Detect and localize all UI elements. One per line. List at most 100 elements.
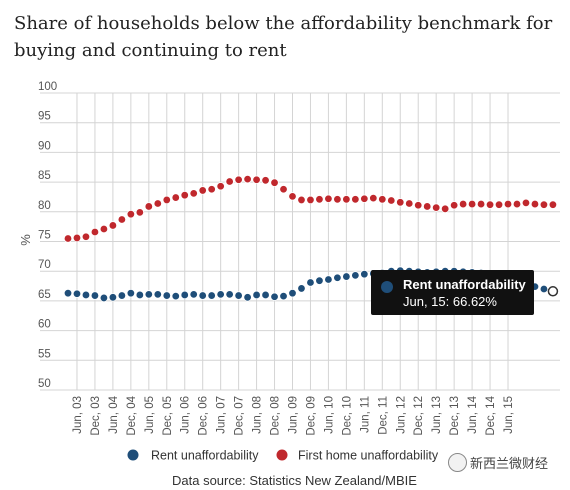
data-point[interactable]: [288, 192, 297, 201]
data-point[interactable]: [207, 185, 216, 194]
data-point[interactable]: [315, 276, 324, 285]
data-point[interactable]: [440, 204, 450, 214]
data-point[interactable]: [396, 198, 405, 207]
data-point[interactable]: [135, 290, 145, 300]
data-point[interactable]: [243, 293, 252, 302]
tooltip: Rent unaffordability Jun, 15: 66.62%: [371, 270, 534, 315]
data-point[interactable]: [63, 288, 73, 298]
data-point[interactable]: [342, 195, 351, 204]
data-point[interactable]: [135, 208, 145, 217]
data-point[interactable]: [90, 227, 100, 237]
data-point[interactable]: [117, 291, 127, 300]
data-point[interactable]: [521, 198, 531, 208]
data-point[interactable]: [234, 175, 243, 184]
data-point-hovered[interactable]: [547, 286, 559, 297]
data-point[interactable]: [414, 201, 423, 210]
data-point[interactable]: [72, 289, 82, 298]
data-point[interactable]: [360, 269, 369, 279]
data-point[interactable]: [234, 291, 243, 300]
data-point[interactable]: [333, 195, 342, 204]
data-point[interactable]: [207, 291, 216, 300]
data-point[interactable]: [297, 284, 306, 293]
data-point[interactable]: [270, 178, 279, 187]
data-point[interactable]: [225, 290, 234, 299]
data-point[interactable]: [539, 200, 549, 209]
data-point[interactable]: [288, 288, 297, 298]
data-point[interactable]: [117, 215, 127, 224]
data-point[interactable]: [270, 292, 279, 301]
data-point[interactable]: [81, 290, 91, 300]
data-point[interactable]: [126, 288, 136, 298]
data-point[interactable]: [108, 293, 118, 302]
x-tick-label: Dec, 11: [377, 396, 389, 435]
data-point[interactable]: [530, 199, 540, 209]
data-point[interactable]: [369, 193, 378, 203]
x-tick-label: Jun, 06: [180, 396, 192, 434]
data-point[interactable]: [297, 195, 306, 205]
data-point[interactable]: [503, 199, 513, 209]
legend-item-first-home[interactable]: First home unaffordability: [276, 449, 439, 463]
data-point[interactable]: [548, 200, 558, 209]
data-point[interactable]: [99, 293, 109, 303]
data-point[interactable]: [90, 291, 100, 300]
data-point[interactable]: [315, 195, 324, 204]
data-point[interactable]: [126, 209, 136, 219]
data-point[interactable]: [423, 202, 432, 211]
data-point[interactable]: [351, 271, 360, 280]
data-point[interactable]: [63, 234, 73, 243]
data-point[interactable]: [252, 290, 261, 300]
data-point[interactable]: [324, 194, 333, 203]
x-tick-label: Dec, 13: [449, 396, 461, 436]
data-point[interactable]: [387, 196, 396, 205]
data-point[interactable]: [180, 190, 189, 200]
data-point[interactable]: [72, 233, 82, 243]
data-point[interactable]: [189, 290, 198, 299]
data-point[interactable]: [171, 193, 180, 202]
data-point[interactable]: [360, 194, 369, 203]
data-point[interactable]: [306, 278, 315, 287]
legend: Rent unaffordability First home unafford…: [127, 449, 439, 463]
data-point[interactable]: [449, 201, 459, 210]
data-point[interactable]: [162, 195, 171, 205]
data-point[interactable]: [279, 291, 288, 301]
data-point[interactable]: [342, 272, 351, 281]
data-point[interactable]: [351, 195, 360, 204]
data-point[interactable]: [539, 284, 549, 294]
data-point[interactable]: [467, 199, 477, 209]
data-point[interactable]: [431, 203, 441, 212]
data-point[interactable]: [306, 195, 315, 205]
data-point[interactable]: [485, 200, 495, 209]
data-point[interactable]: [458, 199, 468, 209]
data-point[interactable]: [405, 199, 414, 208]
data-point[interactable]: [189, 189, 198, 198]
x-tick-label: Jun, 08: [252, 396, 264, 434]
data-point[interactable]: [476, 199, 486, 209]
data-point[interactable]: [279, 185, 288, 194]
data-point[interactable]: [171, 291, 180, 301]
data-point[interactable]: [81, 232, 91, 241]
data-point[interactable]: [198, 291, 207, 300]
data-point[interactable]: [252, 175, 261, 184]
legend-item-rent[interactable]: Rent unaffordability: [127, 449, 260, 463]
wechat-icon: [448, 453, 467, 472]
data-point[interactable]: [333, 273, 342, 282]
data-point[interactable]: [216, 182, 225, 191]
data-point[interactable]: [494, 200, 504, 209]
data-point[interactable]: [162, 291, 171, 300]
data-point[interactable]: [225, 177, 234, 186]
data-point[interactable]: [153, 290, 162, 299]
data-point[interactable]: [512, 199, 522, 209]
data-point[interactable]: [243, 174, 252, 184]
data-point[interactable]: [108, 221, 118, 230]
data-point[interactable]: [198, 186, 207, 195]
data-point[interactable]: [153, 199, 162, 208]
data-point[interactable]: [261, 176, 270, 185]
data-point[interactable]: [99, 224, 109, 234]
data-point[interactable]: [144, 290, 154, 299]
data-point[interactable]: [180, 290, 189, 300]
data-point[interactable]: [144, 202, 154, 211]
data-point[interactable]: [324, 275, 333, 284]
data-point[interactable]: [216, 290, 225, 299]
data-point[interactable]: [378, 195, 387, 204]
data-point[interactable]: [261, 290, 270, 300]
